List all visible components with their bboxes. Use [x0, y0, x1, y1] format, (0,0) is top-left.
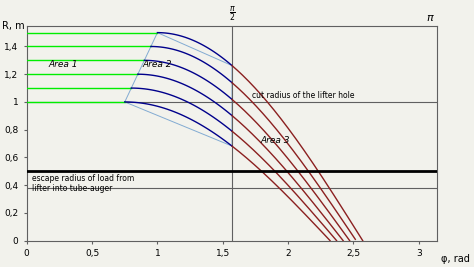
Text: cut radius of the lifter hole: cut radius of the lifter hole: [252, 91, 354, 100]
Text: Area 3: Area 3: [260, 136, 290, 145]
Text: escape radius of load from
lifter into tube-auger: escape radius of load from lifter into t…: [32, 174, 134, 193]
Text: $\frac{\pi}{2}$: $\frac{\pi}{2}$: [228, 4, 236, 23]
Text: Area 2: Area 2: [143, 60, 172, 69]
Text: φ, rad: φ, rad: [441, 254, 470, 264]
Text: Area 1: Area 1: [49, 60, 78, 69]
Y-axis label: R, m: R, m: [2, 21, 25, 32]
Text: $\pi$: $\pi$: [426, 13, 435, 23]
